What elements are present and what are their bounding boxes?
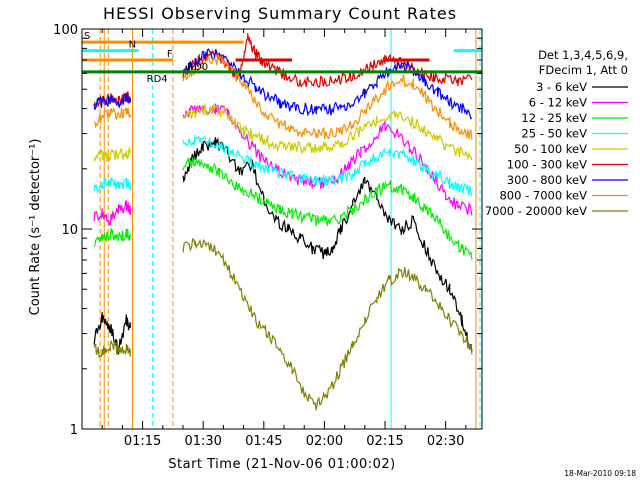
flag-label-1: N xyxy=(129,40,136,51)
legend-label-3: 25 - 50 keV xyxy=(521,127,587,141)
footer-timestamp: 18-Mar-2010 09:18 xyxy=(564,469,636,478)
flag-label-4: RD4 xyxy=(147,74,168,85)
x-tick-label-2: 01:45 xyxy=(245,434,282,449)
series-line-8 xyxy=(93,238,473,411)
legend-label-8: 7000 - 20000 keV xyxy=(485,204,587,218)
y-tick-label-1: 10 xyxy=(61,223,78,238)
data-series xyxy=(93,33,473,411)
legend-header-line-1: Det 1,3,4,5,6,9, xyxy=(538,48,628,62)
chart-title: HESSI Observing Summary Count Rates xyxy=(103,4,457,23)
flag-label-3: RD0 xyxy=(187,62,208,73)
legend: Det 1,3,4,5,6,9, FDecim 1, Att 0 3 - 6 k… xyxy=(485,48,628,218)
x-tick-label-1: 01:30 xyxy=(184,434,221,449)
legend-label-0: 3 - 6 keV xyxy=(536,80,587,94)
legend-label-4: 50 - 100 keV xyxy=(514,142,587,156)
x-tick-label-3: 02:00 xyxy=(306,434,343,449)
x-axis-ticks: 01:15 01:30 01:45 02:00 02:15 02:30 xyxy=(101,29,467,449)
legend-label-6: 300 - 800 keV xyxy=(507,173,587,187)
flag-label-2: F xyxy=(167,49,173,60)
series-line-7 xyxy=(93,53,473,141)
legend-label-5: 100 - 300 keV xyxy=(507,158,587,172)
legend-label-7: 800 - 7000 keV xyxy=(499,189,587,203)
legend-label-1: 6 - 12 keV xyxy=(529,96,587,110)
x-axis-label: Start Time (21-Nov-06 01:00:02) xyxy=(168,457,396,472)
y-tick-label-2: 100 xyxy=(53,23,78,38)
series-line-3 xyxy=(93,134,473,197)
y-tick-label-0: 1 xyxy=(70,423,78,438)
flag-bars: S N F RD0 RD4 xyxy=(82,31,482,85)
y-axis-label: Count Rate (s⁻¹ detector⁻¹) xyxy=(28,139,43,316)
series-line-2 xyxy=(93,156,473,260)
series-line-4 xyxy=(93,104,473,163)
legend-header-line-2: FDecim 1, Att 0 xyxy=(539,63,628,77)
x-tick-label-5: 02:30 xyxy=(427,434,464,449)
y-axis-ticks: 1 10 100 xyxy=(53,23,482,438)
legend-label-2: 12 - 25 keV xyxy=(521,111,587,125)
x-tick-label-0: 01:15 xyxy=(124,434,161,449)
flag-label-0: S xyxy=(84,31,90,42)
x-tick-label-4: 02:15 xyxy=(366,434,403,449)
